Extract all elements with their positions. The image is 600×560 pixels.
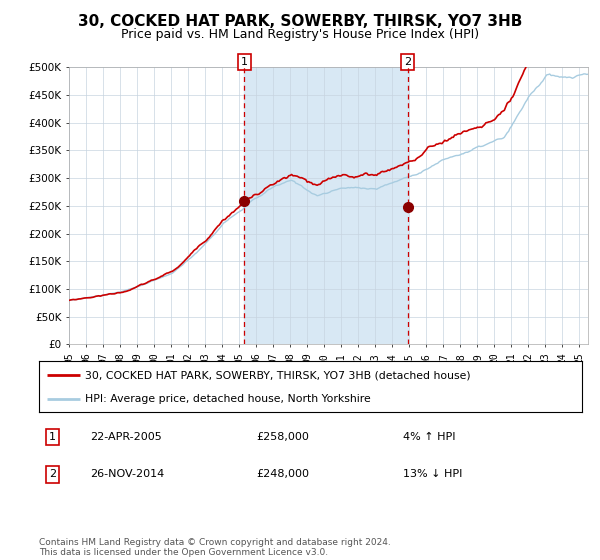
Text: 1: 1	[49, 432, 56, 442]
Text: £248,000: £248,000	[256, 469, 309, 479]
Text: 22-APR-2005: 22-APR-2005	[91, 432, 163, 442]
Text: 4% ↑ HPI: 4% ↑ HPI	[403, 432, 455, 442]
Bar	[244, 67, 407, 344]
Text: 26-NOV-2014: 26-NOV-2014	[91, 469, 165, 479]
Text: HPI: Average price, detached house, North Yorkshire: HPI: Average price, detached house, Nort…	[85, 394, 371, 404]
Text: 30, COCKED HAT PARK, SOWERBY, THIRSK, YO7 3HB (detached house): 30, COCKED HAT PARK, SOWERBY, THIRSK, YO…	[85, 370, 471, 380]
Text: 13% ↓ HPI: 13% ↓ HPI	[403, 469, 462, 479]
Text: 2: 2	[404, 57, 411, 67]
Text: 30, COCKED HAT PARK, SOWERBY, THIRSK, YO7 3HB: 30, COCKED HAT PARK, SOWERBY, THIRSK, YO…	[78, 14, 522, 29]
Text: £258,000: £258,000	[256, 432, 309, 442]
Text: 2: 2	[49, 469, 56, 479]
Text: Price paid vs. HM Land Registry's House Price Index (HPI): Price paid vs. HM Land Registry's House …	[121, 28, 479, 41]
Text: Contains HM Land Registry data © Crown copyright and database right 2024.
This d: Contains HM Land Registry data © Crown c…	[39, 538, 391, 557]
Text: 1: 1	[241, 57, 248, 67]
